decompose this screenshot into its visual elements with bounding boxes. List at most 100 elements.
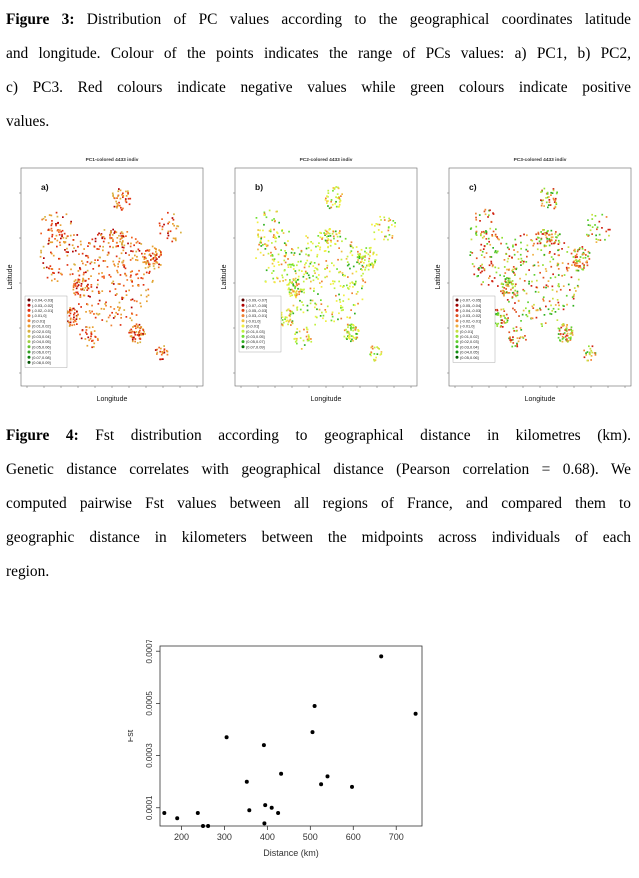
map-point: [491, 235, 494, 237]
map-point: [90, 284, 93, 286]
map-point: [321, 280, 323, 283]
map-point: [172, 237, 175, 240]
map-point: [475, 225, 478, 228]
legend-label: (-0.04,-0.03]: [460, 308, 481, 313]
map-point: [556, 290, 558, 293]
map-point: [295, 272, 297, 275]
map-point: [116, 313, 119, 315]
map-point: [586, 359, 589, 362]
map-point: [361, 269, 363, 271]
map-point: [118, 283, 120, 285]
map-point: [561, 324, 564, 326]
map-point: [124, 273, 127, 276]
map-point: [482, 266, 484, 269]
map-point: [352, 286, 354, 288]
map-point: [519, 253, 522, 256]
map-point: [522, 262, 525, 265]
map-point: [355, 326, 357, 329]
map-point: [140, 305, 142, 308]
x-tick-label: 600: [346, 832, 361, 842]
map-point: [576, 260, 578, 263]
map-point: [334, 230, 337, 233]
map-point: [591, 218, 594, 220]
map-point: [506, 299, 509, 301]
map-point: [359, 253, 362, 256]
map-point: [324, 233, 326, 235]
map-point: [576, 269, 579, 272]
map-point: [507, 277, 510, 280]
map-point: [515, 330, 518, 332]
map-point: [351, 272, 354, 275]
map-point: [332, 187, 335, 189]
map-point: [290, 324, 292, 326]
legend-swatch: [241, 334, 245, 338]
map-point: [375, 223, 378, 225]
map-point: [297, 260, 300, 263]
scatter-point: [162, 811, 167, 815]
legend-label: (0.03,0.04]: [460, 344, 479, 349]
map-point: [305, 278, 308, 280]
map-point: [341, 306, 344, 309]
map-point: [142, 334, 144, 336]
map-point: [493, 277, 496, 279]
map-point: [512, 268, 514, 271]
map-point: [547, 308, 550, 311]
map-point: [79, 333, 81, 336]
map-point: [348, 285, 351, 288]
map-point: [551, 310, 554, 312]
map-point: [175, 227, 178, 230]
map-point: [322, 317, 324, 320]
map-point: [489, 227, 492, 230]
map-point: [549, 240, 552, 243]
map-point: [309, 302, 312, 305]
map-point: [144, 333, 146, 335]
map-point: [344, 237, 347, 240]
map-point: [349, 267, 351, 270]
map-point: [346, 316, 349, 319]
map-point: [591, 226, 594, 228]
map-point: [525, 314, 528, 316]
legend-label: (0,0.01]: [460, 329, 473, 334]
map-point: [92, 339, 94, 342]
map-point: [355, 246, 358, 248]
legend-swatch: [27, 334, 31, 338]
map-point: [168, 221, 171, 223]
map-point: [112, 195, 114, 197]
map-point: [317, 245, 319, 247]
legend-label: (0.05,0.06]: [32, 344, 51, 349]
legend-swatch: [241, 340, 245, 344]
legend-label: (-0.05,-0.04]: [460, 303, 481, 308]
scatter-point: [276, 811, 281, 815]
map-point: [520, 329, 523, 331]
map-point: [117, 195, 119, 198]
map-point: [566, 268, 568, 270]
map-point: [542, 233, 545, 235]
map-point: [581, 248, 584, 250]
map-point: [368, 247, 371, 249]
legend-swatch: [455, 303, 459, 307]
map-point: [354, 312, 356, 315]
map-point: [300, 288, 303, 291]
map-point: [129, 335, 132, 338]
map-point: [546, 196, 549, 199]
map-point: [511, 283, 514, 286]
map-point: [552, 189, 555, 192]
map-point: [495, 271, 498, 274]
map-point: [105, 320, 108, 323]
map-legend-box: [452, 295, 496, 363]
map-point: [125, 190, 127, 193]
map-point: [325, 197, 327, 200]
map-point: [84, 264, 87, 266]
map-point: [122, 196, 124, 198]
map-point: [509, 336, 511, 338]
map-point: [281, 316, 284, 318]
map-point: [83, 248, 85, 250]
map-point: [475, 212, 477, 215]
map-point: [496, 250, 499, 253]
map-point: [581, 262, 584, 265]
legend-swatch: [241, 308, 245, 312]
map-point: [533, 303, 535, 306]
legend-swatch: [455, 340, 459, 344]
map-point: [332, 280, 334, 282]
map-point: [599, 239, 602, 241]
